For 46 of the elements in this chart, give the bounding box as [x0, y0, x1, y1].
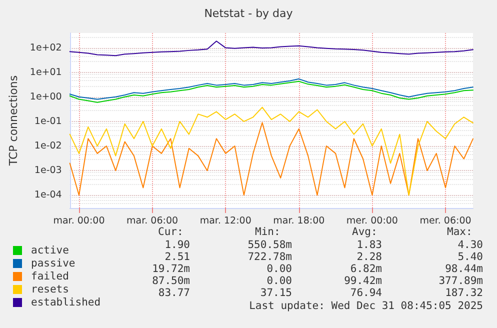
x-tick-label: mar. 18:00	[273, 216, 325, 226]
y-tick-label: 1e-01	[34, 116, 62, 127]
text: 87.50m	[152, 275, 190, 287]
x-tick-label: mer. 00:00	[346, 216, 398, 226]
legend-label: passive	[31, 258, 76, 270]
text: 99.42m	[344, 275, 382, 287]
y-axis-title: TCP connections	[7, 75, 20, 167]
y-tick-label: 1e+01	[30, 66, 62, 78]
text: 1.83	[356, 239, 382, 251]
text: 5.40	[458, 251, 483, 263]
text: 550.58m	[248, 239, 292, 251]
text: 2.51	[164, 251, 190, 263]
text: 722.78m	[248, 251, 292, 263]
x-tick-label: mar. 12:00	[200, 216, 252, 226]
text: 76.94	[350, 287, 382, 299]
legend-label: established	[31, 296, 101, 308]
text: Max:	[447, 226, 472, 238]
chart-title: Netstat - by day	[204, 7, 294, 20]
text: 6.82m	[350, 263, 382, 275]
x-tick-label: mar. 06:00	[126, 216, 178, 226]
text: Last update: Wed Dec 31 08:45:05 2025	[249, 300, 483, 312]
text: Min:	[255, 226, 280, 238]
x-tick-label: mer. 06:00	[420, 216, 472, 226]
text: 187.32	[445, 287, 483, 299]
legend-label: failed	[31, 270, 69, 282]
text: 0.00	[266, 263, 292, 275]
x-tick-label: mar. 00:00	[53, 216, 105, 226]
text: 4.30	[458, 239, 483, 251]
y-tick-label: 1e-02	[34, 140, 62, 152]
line-series	[69, 40, 474, 56]
y-tick-label: 1e+02	[30, 42, 62, 54]
text: 0.00	[266, 275, 292, 287]
text: 2.28	[356, 251, 382, 263]
text: Cur:	[158, 226, 184, 238]
text: 98.44m	[445, 263, 483, 275]
y-tick-label: 1e+00	[30, 91, 62, 102]
text: 19.72m	[152, 263, 190, 275]
y-tick-label: 1e-03	[34, 165, 62, 176]
text: 37.15	[260, 287, 292, 299]
legend-label: resets	[31, 284, 69, 296]
text: Avg:	[352, 226, 378, 238]
text: 1.90	[164, 239, 190, 251]
y-tick-label: 1e-04	[34, 190, 62, 201]
text: 83.77	[158, 287, 190, 299]
text: 377.89m	[438, 275, 483, 287]
legend-label: active	[31, 244, 69, 256]
